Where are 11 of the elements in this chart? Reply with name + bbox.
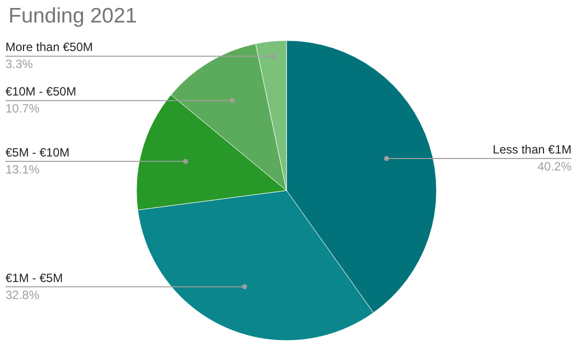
data-label: 13.1% (6, 162, 40, 176)
data-label: 32.8% (6, 288, 40, 302)
chart-title: Funding 2021 (8, 4, 137, 28)
slice-label: €1M - €5M (6, 270, 63, 285)
data-label: 10.7% (6, 102, 40, 116)
data-label: 3.3% (6, 57, 34, 72)
slice-label: Less than €1M (492, 142, 572, 157)
slice-label: €5M - €10M (6, 145, 70, 160)
data-label: 40.2% (537, 160, 572, 174)
slice-label: €10M - €50M (6, 84, 76, 99)
slice-label: More than €50M (6, 40, 93, 54)
